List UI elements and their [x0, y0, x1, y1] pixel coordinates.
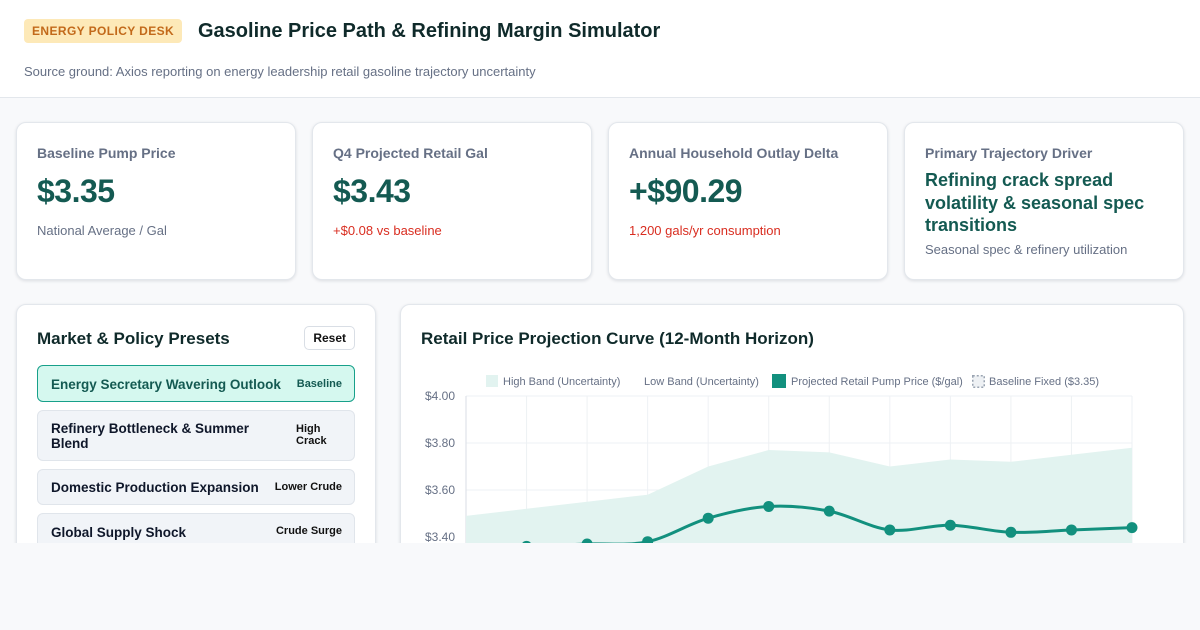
source-note: Source ground: Axios reporting on energy…: [24, 64, 536, 79]
kpi-subtext: +$0.08 vs baseline: [333, 223, 442, 238]
kpi-label: Q4 Projected Retail Gal: [333, 145, 488, 161]
legend-swatch-low-band: [627, 375, 639, 387]
projected-price-point: [1065, 524, 1077, 536]
legend-label: High Band (Uncertainty): [503, 376, 620, 388]
preset-tag: Lower Crude: [274, 481, 342, 493]
y-tick-label: $3.40: [425, 530, 455, 544]
reset-button[interactable]: Reset: [304, 326, 355, 350]
kpi-value: $3.35: [37, 173, 115, 209]
preset-refinery-bottleneck[interactable]: Refinery Bottleneck & Summer Blend High …: [37, 410, 355, 461]
preset-name: Global Supply Shock: [51, 525, 187, 540]
preset-name: Domestic Production Expansion: [51, 480, 259, 495]
projected-price-point: [1126, 522, 1138, 534]
kpi-card-household-delta: Annual Household Outlay Delta +$90.29 1,…: [608, 122, 888, 280]
y-tick-label: $4.00: [425, 389, 455, 403]
chart-title: Retail Price Projection Curve (12-Month …: [421, 329, 814, 348]
y-tick-label: $3.60: [425, 483, 455, 497]
preset-tag: High Crack: [296, 423, 327, 447]
page-background: [0, 543, 1200, 630]
driver-value: Refining crack spread volatility & seaso…: [925, 170, 1145, 235]
kpi-label: Primary Trajectory Driver: [925, 145, 1093, 161]
y-tick-label: $3.80: [425, 436, 455, 450]
legend-label: Low Band (Uncertainty): [644, 376, 759, 388]
preset-name: Refinery Bottleneck & Summer Blend: [51, 421, 250, 451]
presets-title: Market & Policy Presets: [37, 329, 230, 348]
kpi-label: Annual Household Outlay Delta: [629, 145, 839, 161]
kpi-card-q4-projection: Q4 Projected Retail Gal $3.43 +$0.08 vs …: [312, 122, 592, 280]
projected-price-point: [702, 512, 714, 524]
kpi-subtext: Seasonal spec & refinery utilization: [925, 242, 1128, 257]
kpi-value: $3.43: [333, 173, 411, 209]
high-band-area: [466, 447, 1132, 570]
legend-label: Projected Retail Pump Price ($/gal): [791, 376, 963, 388]
projected-price-point: [1005, 526, 1017, 538]
legend-label: Baseline Fixed ($3.35): [989, 376, 1099, 388]
legend-swatch-projected: [772, 374, 786, 388]
page-header: ENERGY POLICY DESK Gasoline Price Path &…: [0, 0, 1200, 98]
legend-swatch-high-band: [486, 375, 498, 387]
kpi-subtext: National Average / Gal: [37, 223, 167, 238]
kpi-card-driver: Primary Trajectory Driver Refining crack…: [904, 122, 1184, 280]
preset-tag: Baseline: [296, 378, 342, 390]
kpi-value: +$90.29: [629, 173, 743, 209]
preset-domestic-production[interactable]: Domestic Production Expansion Lower Crud…: [37, 469, 355, 505]
projected-price-point: [884, 524, 896, 536]
desk-badge: ENERGY POLICY DESK: [24, 19, 183, 43]
kpi-card-baseline: Baseline Pump Price $3.35 National Avera…: [16, 122, 296, 280]
projected-price-point: [944, 519, 956, 531]
presets-panel: Market & Policy Presets Reset Energy Sec…: [16, 304, 376, 604]
kpi-label: Baseline Pump Price: [37, 145, 176, 161]
projected-price-point: [763, 500, 775, 512]
legend-swatch-baseline: [972, 375, 985, 388]
page-title: Gasoline Price Path & Refining Margin Si…: [198, 20, 661, 42]
preset-name: Energy Secretary Wavering Outlook: [51, 377, 281, 392]
kpi-subtext: 1,200 gals/yr consumption: [629, 223, 781, 238]
preset-energy-secretary[interactable]: Energy Secretary Wavering Outlook Baseli…: [37, 365, 355, 402]
preset-tag: Crude Surge: [275, 525, 342, 537]
projected-price-point: [823, 505, 835, 517]
